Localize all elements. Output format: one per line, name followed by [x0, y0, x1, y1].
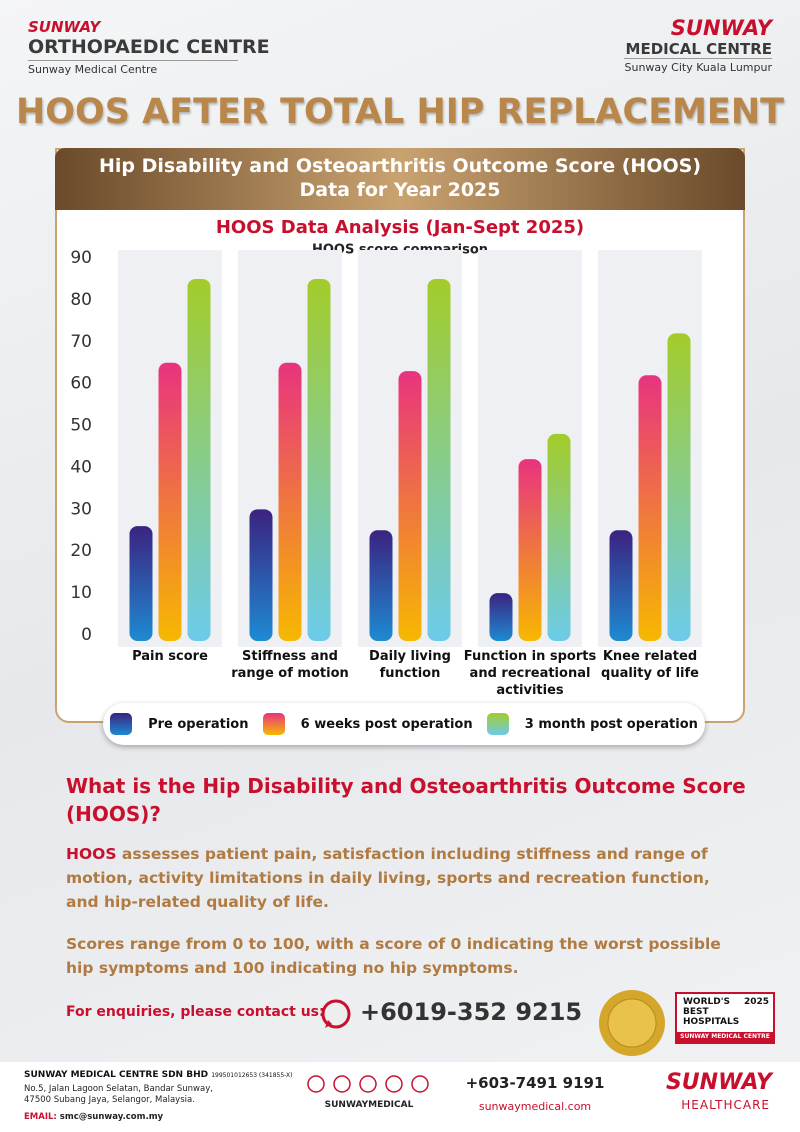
legend-label: 6 weeks post operation [300, 716, 473, 732]
bar [187, 278, 211, 641]
reg: 199501012653 (341855-X) [211, 1072, 293, 1079]
legend-item: 6 weeks post operation [262, 713, 473, 735]
right-sub: Sunway City Kuala Lumpur [624, 58, 772, 74]
info-paragraph: Scores range from 0 to 100, with a score… [66, 935, 721, 977]
email-text: smc@sunway.com.my [59, 1112, 164, 1122]
x-tick-label: Daily living function [369, 649, 451, 681]
bar [547, 433, 571, 641]
y-tick-label: 90 [70, 248, 92, 268]
social-icons [307, 1075, 429, 1093]
bar [129, 526, 153, 641]
banner-line: Hip Disability and Osteoarthritis Outcom… [98, 155, 702, 177]
address: No.5, Jalan Lagoon Selatan, Bandar Sunwa… [24, 1084, 213, 1094]
legend-item: 3 month post operation [486, 713, 698, 735]
legend-label: Pre operation [148, 716, 249, 732]
x-tick-label: Function in sports and recreational acti… [463, 649, 597, 698]
bar [518, 459, 542, 641]
legend-swatch [486, 713, 509, 735]
legend-swatch [262, 713, 285, 735]
bar [398, 371, 422, 641]
bar [278, 362, 302, 641]
banner-line: Data for Year 2025 [299, 179, 501, 201]
y-tick-label: 10 [70, 583, 92, 603]
y-tick-label: 80 [70, 290, 92, 310]
legend-swatch [110, 713, 133, 735]
banner: Hip Disability and Osteoarthritis Outcom… [55, 148, 745, 210]
footer-brand-sub: HEALTHCARE [681, 1098, 770, 1112]
right-name: MEDICAL CENTRE [625, 40, 772, 58]
badge-year: 2025 [743, 997, 769, 1007]
footer-phone: +603-7491 9191 [465, 1074, 605, 1092]
quality-seal [599, 990, 665, 1056]
page-title: HOOS AFTER TOTAL HIP REPLACEMENT [15, 92, 785, 132]
legend: Pre operation 6 weeks post operation 3 mon… [103, 703, 705, 745]
y-tick-label: 20 [70, 541, 92, 561]
info-paragraph: HOOS assesses patient pain, satisfaction… [66, 842, 746, 914]
y-tick-label: 30 [70, 499, 92, 519]
bar [158, 362, 182, 641]
x-tick-label: Knee related quality of life [601, 649, 699, 681]
legend-label: 3 month post operation [524, 716, 698, 732]
y-tick-label: 50 [70, 416, 92, 436]
y-tick-label: 0 [81, 625, 92, 645]
whatsapp-icon [321, 999, 351, 1029]
email: EMAIL: smc@sunway.com.my [24, 1112, 163, 1122]
footer-url: sunwaymedical.com [478, 1100, 592, 1113]
footer-company: SUNWAY MEDICAL CENTRE SDN BHD 1995010126… [24, 1070, 293, 1080]
contact-phone: +6019-352 9215 [360, 998, 583, 1026]
bar [609, 530, 633, 641]
y-tick-label: 70 [70, 332, 92, 352]
social-handle: SUNWAYMEDICAL [324, 1100, 414, 1110]
bar [427, 278, 451, 641]
info-heading: What is the Hip Disability and Osteoarth… [66, 774, 746, 826]
info-lead: HOOS [66, 845, 117, 863]
chart: HOOS Data Analysis (Jan-Sept 2025) HOOS … [70, 217, 702, 647]
legend-item: Pre operation [110, 713, 248, 735]
bar [307, 278, 331, 641]
badge-text: BEST [683, 1007, 709, 1017]
x-tick-label: Pain score [132, 649, 208, 664]
badge-text: HOSPITALS [683, 1017, 740, 1027]
bar [667, 333, 691, 641]
email-label: EMAIL: [24, 1112, 57, 1122]
y-tick-label: 40 [70, 457, 92, 477]
left-brand: SUNWAY [28, 18, 101, 36]
company: SUNWAY MEDICAL CENTRE SDN BHD [24, 1070, 209, 1080]
bar [489, 593, 513, 641]
left-sub: Sunway Medical Centre [28, 60, 238, 76]
address: 47500 Subang Jaya, Selangor, Malaysia. [24, 1095, 195, 1105]
badge-org: SUNWAY MEDICAL CENTRE [677, 1032, 773, 1042]
bar [369, 530, 393, 641]
footer-brand: SUNWAY [665, 1070, 772, 1095]
footer: SUNWAY MEDICAL CENTRE SDN BHD 1995010126… [0, 1062, 800, 1132]
left-name: ORTHOPAEDIC CENTRE [28, 36, 270, 58]
contact-label: For enquiries, please contact us: [66, 1004, 325, 1020]
x-tick-label: Stiffness and range of motion [231, 649, 349, 681]
chart-title: HOOS Data Analysis (Jan-Sept 2025) [216, 217, 584, 238]
badge-text: WORLD'S [683, 997, 730, 1007]
bar [638, 375, 662, 641]
bar [249, 509, 273, 641]
right-brand: SUNWAY [670, 16, 772, 40]
award-badge: WORLD'S BEST HOSPITALS 2025 SUNWAY MEDIC… [675, 992, 775, 1044]
info-text: assesses patient pain, satisfaction incl… [66, 845, 710, 911]
y-tick-label: 60 [70, 374, 92, 394]
